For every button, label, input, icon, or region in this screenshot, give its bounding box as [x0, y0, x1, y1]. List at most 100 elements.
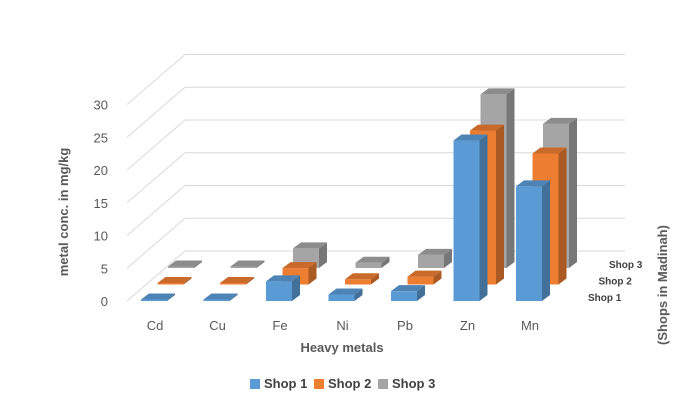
legend-label: Shop 1 [264, 376, 307, 391]
depth-label: Shop 2 [599, 277, 633, 288]
bar-front [328, 294, 355, 301]
bar-front [230, 266, 257, 268]
bar-top [543, 117, 577, 124]
x-tick-label: Zn [460, 318, 475, 333]
bar-top [480, 88, 515, 95]
legend-swatch [378, 379, 388, 389]
bar-front [407, 276, 434, 285]
y-tick-label: 20 [94, 163, 108, 178]
bar-side [569, 117, 577, 269]
bar-side [506, 88, 515, 268]
bar-top [470, 124, 504, 131]
legend-item-shop-1: Shop 1 [250, 376, 307, 391]
gridline-side [126, 152, 186, 204]
legend-item-shop-3: Shop 3 [378, 376, 435, 391]
bar-side [417, 285, 425, 301]
bar-shop-3-ni [355, 256, 390, 268]
legend-swatch [314, 379, 324, 389]
bar-shop-2-pb [407, 270, 442, 285]
bar-front [157, 283, 184, 285]
x-tick-label: Cd [147, 318, 164, 333]
bar-front [203, 299, 230, 301]
bar-top [141, 293, 175, 300]
bar-shop-3-pb [418, 248, 452, 268]
bar-shop-3-cd [168, 260, 202, 268]
bar-side [256, 260, 265, 268]
gridline-side [126, 119, 186, 171]
gridline-side [126, 250, 186, 302]
bar-top [282, 262, 317, 269]
gridline-side [126, 185, 186, 236]
bar-front [418, 254, 444, 268]
legend: Shop 1 Shop 2 Shop 3 [250, 376, 435, 391]
bar-front [168, 266, 194, 268]
bar-side [479, 134, 488, 301]
x-tick-label: Mn [521, 318, 539, 333]
bar-side [433, 270, 442, 285]
bar-top [230, 260, 265, 267]
bar-shop-2-ni [345, 273, 379, 285]
x-tick-label: Fe [272, 318, 287, 333]
bar-side [496, 124, 504, 285]
bar-shop-2-cu [220, 277, 254, 285]
bar-top [355, 256, 390, 263]
bar-shop-1-cd [141, 293, 175, 301]
bar-side [183, 277, 192, 285]
bar-front [516, 186, 542, 301]
bar-side [354, 288, 363, 301]
gridline-side [126, 54, 186, 105]
depth-label: Shop 3 [609, 260, 643, 271]
gridline-side [126, 86, 186, 138]
bar-shop-1-zn [453, 134, 488, 301]
bar-shop-1-pb [391, 285, 425, 301]
bar-top [418, 248, 452, 255]
legend-item-shop-2: Shop 2 [314, 376, 371, 391]
y-tick-label: 15 [94, 196, 108, 211]
x-tick-label: Pb [397, 318, 413, 333]
bar-shop-1-fe [266, 275, 300, 301]
bar-top [328, 288, 363, 295]
bar-side [229, 293, 238, 301]
bar-front [355, 262, 382, 268]
legend-swatch [250, 379, 260, 389]
legend-label: Shop 2 [328, 376, 371, 391]
depth-label: Shop 1 [588, 293, 622, 304]
bar-top [453, 134, 488, 141]
bar-shop-3-cu [230, 260, 265, 268]
bar-top [168, 260, 202, 267]
bar-shop-2-cd [157, 277, 192, 285]
bar-side [371, 273, 379, 285]
bar-top [266, 275, 300, 282]
legend-label: Shop 3 [392, 376, 435, 391]
bar-front [391, 291, 417, 301]
bar-side [194, 260, 202, 268]
bar-top [220, 277, 254, 283]
bar-shop-1-cu [203, 293, 238, 301]
bars [141, 88, 577, 301]
bar-shop-1-ni [328, 288, 363, 301]
x-tick-label: Ni [336, 318, 348, 333]
bar-side [246, 277, 254, 285]
bar-top [391, 285, 425, 292]
y-tick-label: 30 [94, 98, 108, 113]
bar-top [532, 147, 567, 154]
x-axis-title: Heavy metals [300, 340, 383, 355]
labels: metal conc. in mg/kg Heavy metals (Shops… [56, 98, 670, 356]
bar-top [203, 293, 238, 300]
bar-top [345, 273, 379, 280]
bar-side [167, 293, 175, 301]
bar-side [319, 242, 327, 268]
bar-front [220, 283, 246, 285]
bar-top [293, 242, 327, 249]
y-tick-label: 25 [94, 130, 108, 145]
y-tick-label: 0 [101, 294, 108, 309]
x-tick-label: Cu [209, 318, 226, 333]
y-tick-label: 5 [101, 261, 108, 276]
bar-side [308, 262, 317, 285]
bar-side [444, 248, 452, 268]
bar-front [345, 279, 371, 285]
bar-shop-1-mn [516, 180, 550, 301]
bar-top [157, 277, 192, 283]
bar-side [292, 275, 300, 301]
